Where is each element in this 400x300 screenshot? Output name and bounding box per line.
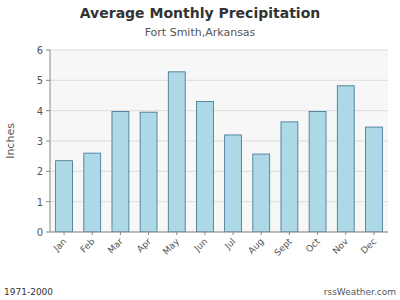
- grid-line: [50, 232, 388, 233]
- y-tick-label: 6: [37, 45, 43, 56]
- x-tick: [261, 232, 262, 235]
- x-tick-label: Jan: [51, 236, 69, 254]
- footer-annotation: 1971-2000: [4, 287, 53, 297]
- x-tick-label: Oct: [304, 236, 322, 254]
- y-tick-label: 0: [37, 227, 43, 238]
- bar: [140, 112, 157, 232]
- y-tick: [46, 141, 50, 142]
- bar: [196, 102, 213, 232]
- bar: [337, 86, 354, 232]
- x-tick: [317, 232, 318, 235]
- y-tick: [46, 50, 50, 51]
- footer-annotation: rssWeather.com: [324, 287, 396, 297]
- x-axis-line: [50, 232, 388, 233]
- bar: [281, 122, 298, 232]
- bar: [56, 161, 73, 232]
- bar: [168, 72, 185, 232]
- subtitle: Fort Smith,Arkansas: [145, 26, 256, 39]
- y-tick-label: 1: [37, 197, 43, 208]
- y-tick: [46, 110, 50, 111]
- grid-line: [50, 80, 388, 81]
- grid-line: [50, 50, 388, 51]
- chart-container: Average Monthly Precipitation Fort Smith,…: [0, 0, 400, 300]
- bars: [56, 72, 383, 232]
- x-tick-label: Apr: [135, 236, 153, 254]
- x-tick: [345, 232, 346, 235]
- x-tick: [176, 232, 177, 235]
- y-tick-label: 2: [37, 166, 43, 177]
- x-tick: [92, 232, 93, 235]
- y-tick: [46, 201, 50, 202]
- x-tick: [120, 232, 121, 235]
- x-tick: [148, 232, 149, 235]
- y-tick: [46, 80, 50, 81]
- x-tick-label: Jul: [222, 236, 237, 251]
- bar: [112, 112, 129, 232]
- x-tick-label: May: [161, 236, 182, 257]
- x-tick-label: Jun: [192, 236, 210, 254]
- y-tick: [46, 171, 50, 172]
- chart-svg: Average Monthly Precipitation Fort Smith,…: [0, 0, 400, 300]
- y-tick-label: 4: [37, 106, 43, 117]
- bar: [309, 112, 326, 232]
- x-tick: [289, 232, 290, 235]
- plot-background: [50, 50, 388, 232]
- x-tick: [64, 232, 65, 235]
- bar: [225, 135, 242, 232]
- y-axis-line: [50, 50, 51, 232]
- bar: [365, 127, 382, 232]
- x-tick-label: Mar: [106, 236, 125, 255]
- x-tick: [373, 232, 374, 235]
- grid: [50, 50, 388, 232]
- y-tick: [46, 232, 50, 233]
- bar: [84, 153, 101, 232]
- x-tick-label: Aug: [246, 236, 266, 256]
- bar: [253, 154, 270, 232]
- x-tick-label: Dec: [359, 236, 378, 255]
- x-tick: [233, 232, 234, 235]
- x-tick-label: Feb: [78, 236, 97, 255]
- x-tick: [204, 232, 205, 235]
- title: Average Monthly Precipitation: [80, 5, 320, 21]
- y-axis-label: Inches: [4, 123, 17, 159]
- y-tick-label: 3: [37, 136, 43, 147]
- x-tick-label: Nov: [331, 236, 351, 256]
- x-tick-label: Sept: [272, 236, 294, 258]
- y-tick-label: 5: [37, 75, 43, 86]
